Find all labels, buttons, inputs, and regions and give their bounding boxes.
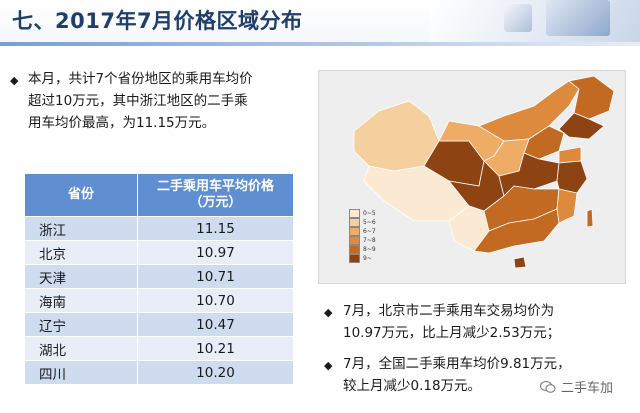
legend-item: 8~9 [349,245,376,254]
price-cell: 10.70 [137,288,294,313]
legend-swatch [349,236,360,245]
intro-line: 本月，共计7个省份地区的乘用车均价 [28,71,253,87]
intro-line: 超过10万元，其中浙江地区的二手乘 [28,93,248,109]
column-header-price: 二手乘用车平均价格 （万元） [137,173,294,217]
table-row: 北京 10.97 [24,240,294,265]
slide-header: 七、2017年7月价格区域分布 [0,0,640,46]
bullet-diamond-icon: ◆ [324,359,333,372]
legend-label: 8~9 [363,246,376,253]
map-region [353,100,440,172]
province-cell: 天津 [24,264,138,289]
china-map-graphic [353,75,615,269]
table-row: 四川 10.20 [24,360,294,385]
table-row: 海南 10.70 [24,288,294,313]
map-legend: 0~5 5~6 6~7 7~8 8~9 9~ [349,209,376,263]
province-cell: 北京 [24,240,138,265]
province-cell: 湖北 [24,336,138,361]
price-cell: 10.21 [137,336,294,361]
legend-item: 6~7 [349,227,376,236]
map-region [586,208,594,228]
note-line: 7月，北京市二手乘用车交易均价为 [343,303,555,319]
map-region [558,146,582,164]
legend-label: 7~8 [363,237,376,244]
legend-label: 5~6 [363,219,376,226]
legend-item: 0~5 [349,209,376,218]
price-table: 省份 二手乘用车平均价格 （万元） 浙江 11.15 北京 10.97 天津 10.7… [24,173,294,385]
intro-text: 本月，共计7个省份地区的乘用车均价 超过10万元，其中浙江地区的二手乘 用车均价… [28,68,253,134]
province-cell: 海南 [24,288,138,313]
note-line: 7月，全国二手乘用车均价9.81万元， [343,356,571,372]
legend-label: 9~ [363,255,372,262]
note-line: 10.97万元，比上月减少2.53万元； [343,325,561,341]
note-national: 7月，全国二手乘用车均价9.81万元， 较上月减少0.18万元。 [343,353,571,397]
legend-swatch [349,245,360,254]
price-cell: 10.47 [137,312,294,337]
table-row: 天津 10.71 [24,264,294,289]
column-header-province: 省份 [24,173,138,217]
cube-decoration [504,4,532,32]
legend-item: 7~8 [349,236,376,245]
legend-swatch [349,209,360,218]
legend-item: 9~ [349,254,376,263]
legend-swatch [349,218,360,227]
wechat-watermark: 二手车加 [540,377,613,396]
map-region [556,160,588,194]
map-region [556,188,578,224]
note-line: 较上月减少0.18万元。 [343,378,482,394]
watermark-text: 二手车加 [561,381,614,396]
legend-swatch [349,254,360,263]
legend-swatch [349,227,360,236]
legend-label: 0~5 [363,210,376,217]
table-row: 湖北 10.21 [24,336,294,361]
table-row: 浙江 11.15 [24,216,294,241]
province-cell: 浙江 [24,216,138,241]
wechat-icon [540,380,556,393]
map-region [473,208,560,254]
map-region [498,152,560,197]
price-cell: 10.97 [137,240,294,265]
note-beijing: 7月，北京市二手乘用车交易均价为 10.97万元，比上月减少2.53万元； [343,300,560,344]
price-cell: 11.15 [137,216,294,241]
column-header-line: （万元） [189,195,242,210]
china-price-map: 0~5 5~6 6~7 7~8 8~9 9~ [318,70,626,284]
province-cell: 四川 [24,360,138,385]
province-cell: 辽宁 [24,312,138,337]
legend-item: 5~6 [349,218,376,227]
map-region [513,256,527,269]
table-row: 辽宁 10.47 [24,312,294,337]
legend-label: 6~7 [363,228,376,235]
cube-decoration [546,0,610,36]
table-header-row: 省份 二手乘用车平均价格 （万元） [24,173,294,217]
header-divider [0,42,640,46]
map-region [558,112,605,140]
bullet-diamond-icon: ◆ [10,74,19,87]
intro-line: 用车均价最高，为11.15万元。 [28,115,216,131]
bullet-diamond-icon: ◆ [324,306,333,319]
price-cell: 10.20 [137,360,294,385]
header-decoration [430,0,640,42]
column-header-line: 二手乘用车平均价格 [156,179,274,194]
page-title: 七、2017年7月价格区域分布 [12,9,303,33]
price-cell: 10.71 [137,264,294,289]
map-region [568,75,615,120]
